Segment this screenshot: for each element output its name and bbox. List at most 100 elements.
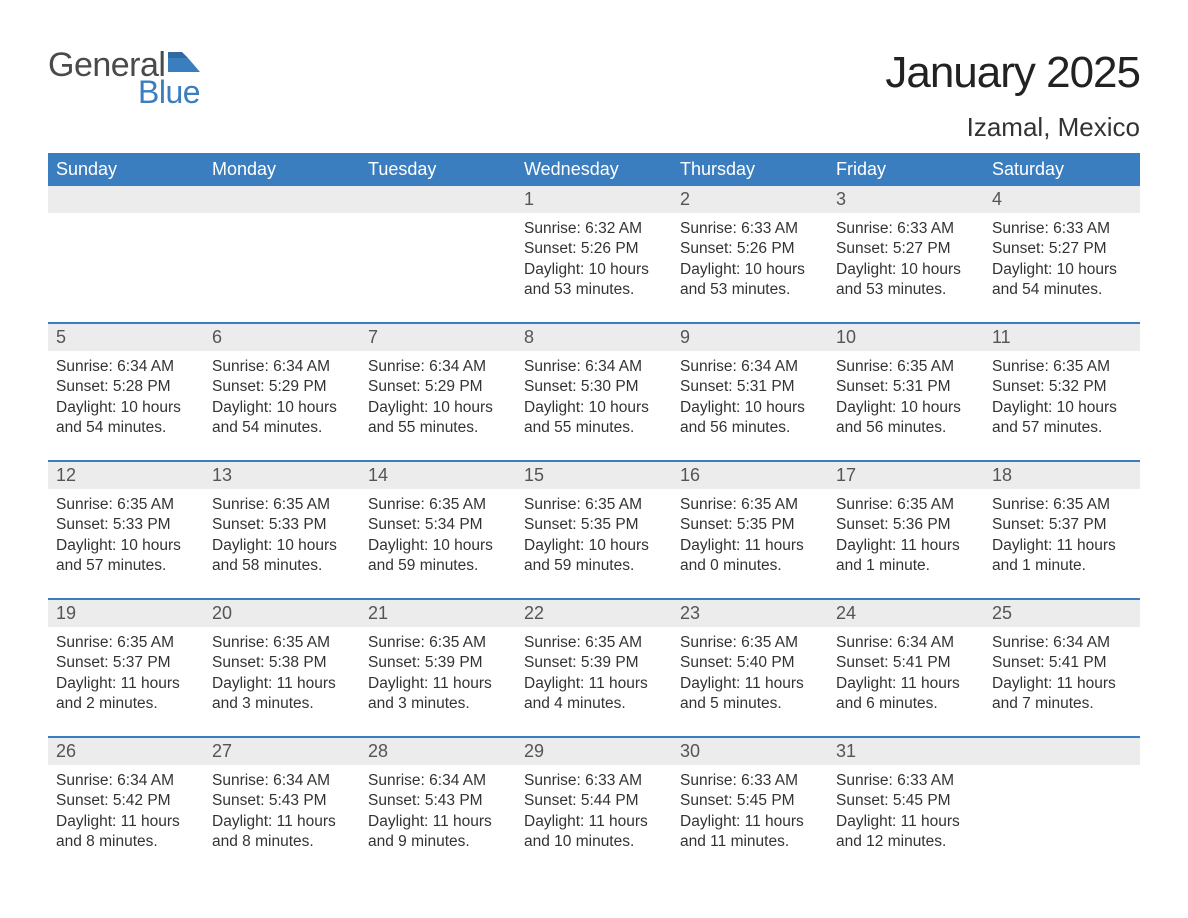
daylight-line: Daylight: 10 hours and 56 minutes.	[680, 398, 820, 439]
week-row: 26Sunrise: 6:34 AMSunset: 5:42 PMDayligh…	[48, 736, 1140, 862]
day-number: 14	[360, 462, 516, 489]
day-number: 4	[984, 186, 1140, 213]
sunrise-line: Sunrise: 6:34 AM	[56, 357, 196, 377]
day-cell: 27Sunrise: 6:34 AMSunset: 5:43 PMDayligh…	[204, 738, 360, 862]
daylight-line: Daylight: 10 hours and 54 minutes.	[56, 398, 196, 439]
day-cell-empty	[48, 186, 204, 310]
sunset-line: Sunset: 5:42 PM	[56, 791, 196, 811]
weeks-container: 1Sunrise: 6:32 AMSunset: 5:26 PMDaylight…	[48, 186, 1140, 862]
day-cell: 12Sunrise: 6:35 AMSunset: 5:33 PMDayligh…	[48, 462, 204, 586]
daylight-line: Daylight: 10 hours and 53 minutes.	[680, 260, 820, 301]
sunrise-line: Sunrise: 6:34 AM	[212, 357, 352, 377]
daylight-line: Daylight: 11 hours and 2 minutes.	[56, 674, 196, 715]
day-details: Sunrise: 6:35 AMSunset: 5:37 PMDaylight:…	[984, 489, 1140, 581]
day-cell: 3Sunrise: 6:33 AMSunset: 5:27 PMDaylight…	[828, 186, 984, 310]
title-block: January 2025 Izamal, Mexico	[885, 48, 1140, 143]
day-details: Sunrise: 6:35 AMSunset: 5:33 PMDaylight:…	[204, 489, 360, 581]
day-cell: 24Sunrise: 6:34 AMSunset: 5:41 PMDayligh…	[828, 600, 984, 724]
sunrise-line: Sunrise: 6:35 AM	[524, 495, 664, 515]
day-details: Sunrise: 6:35 AMSunset: 5:36 PMDaylight:…	[828, 489, 984, 581]
day-number: 26	[48, 738, 204, 765]
sunset-line: Sunset: 5:41 PM	[992, 653, 1132, 673]
daylight-line: Daylight: 11 hours and 3 minutes.	[368, 674, 508, 715]
day-number: 12	[48, 462, 204, 489]
location-label: Izamal, Mexico	[885, 112, 1140, 143]
daylight-line: Daylight: 10 hours and 57 minutes.	[56, 536, 196, 577]
daylight-line: Daylight: 11 hours and 7 minutes.	[992, 674, 1132, 715]
day-number: 16	[672, 462, 828, 489]
sunset-line: Sunset: 5:31 PM	[680, 377, 820, 397]
day-cell: 31Sunrise: 6:33 AMSunset: 5:45 PMDayligh…	[828, 738, 984, 862]
day-cell: 5Sunrise: 6:34 AMSunset: 5:28 PMDaylight…	[48, 324, 204, 448]
day-details: Sunrise: 6:34 AMSunset: 5:31 PMDaylight:…	[672, 351, 828, 443]
daylight-line: Daylight: 10 hours and 53 minutes.	[524, 260, 664, 301]
daylight-line: Daylight: 10 hours and 59 minutes.	[368, 536, 508, 577]
brand-logo: General Blue	[48, 48, 200, 108]
daylight-line: Daylight: 10 hours and 57 minutes.	[992, 398, 1132, 439]
dow-tuesday: Tuesday	[360, 153, 516, 186]
day-number: 31	[828, 738, 984, 765]
sunset-line: Sunset: 5:40 PM	[680, 653, 820, 673]
day-cell: 19Sunrise: 6:35 AMSunset: 5:37 PMDayligh…	[48, 600, 204, 724]
sunrise-line: Sunrise: 6:33 AM	[836, 771, 976, 791]
sunset-line: Sunset: 5:33 PM	[56, 515, 196, 535]
dow-friday: Friday	[828, 153, 984, 186]
sunrise-line: Sunrise: 6:33 AM	[524, 771, 664, 791]
day-cell: 26Sunrise: 6:34 AMSunset: 5:42 PMDayligh…	[48, 738, 204, 862]
day-cell: 11Sunrise: 6:35 AMSunset: 5:32 PMDayligh…	[984, 324, 1140, 448]
sunrise-line: Sunrise: 6:35 AM	[992, 495, 1132, 515]
daylight-line: Daylight: 10 hours and 55 minutes.	[524, 398, 664, 439]
day-number: 27	[204, 738, 360, 765]
day-number: 21	[360, 600, 516, 627]
day-cell: 21 Sunrise: 6:35 AMSunset: 5:39 PMDayligh…	[360, 600, 516, 724]
sunrise-line: Sunrise: 6:35 AM	[524, 633, 664, 653]
sunrise-line: Sunrise: 6:34 AM	[680, 357, 820, 377]
day-number: 3	[828, 186, 984, 213]
sunset-line: Sunset: 5:39 PM	[368, 653, 508, 673]
sunset-line: Sunset: 5:38 PM	[212, 653, 352, 673]
day-number: 22	[516, 600, 672, 627]
day-cell: 22Sunrise: 6:35 AMSunset: 5:39 PMDayligh…	[516, 600, 672, 724]
sunset-line: Sunset: 5:43 PM	[212, 791, 352, 811]
sunrise-line: Sunrise: 6:35 AM	[836, 495, 976, 515]
sunset-line: Sunset: 5:35 PM	[524, 515, 664, 535]
week-row: 19Sunrise: 6:35 AMSunset: 5:37 PMDayligh…	[48, 598, 1140, 724]
day-cell-empty	[360, 186, 516, 310]
day-number: 15	[516, 462, 672, 489]
daylight-line: Daylight: 11 hours and 6 minutes.	[836, 674, 976, 715]
day-number	[204, 186, 360, 213]
day-number: 8	[516, 324, 672, 351]
daylight-line: Daylight: 11 hours and 5 minutes.	[680, 674, 820, 715]
day-details: Sunrise: 6:35 AMSunset: 5:37 PMDaylight:…	[48, 627, 204, 719]
day-number: 11	[984, 324, 1140, 351]
day-cell: 29Sunrise: 6:33 AMSunset: 5:44 PMDayligh…	[516, 738, 672, 862]
day-details: Sunrise: 6:34 AMSunset: 5:41 PMDaylight:…	[828, 627, 984, 719]
day-details: Sunrise: 6:35 AMSunset: 5:38 PMDaylight:…	[204, 627, 360, 719]
day-cell: 7Sunrise: 6:34 AMSunset: 5:29 PMDaylight…	[360, 324, 516, 448]
daylight-line: Daylight: 11 hours and 1 minute.	[836, 536, 976, 577]
day-cell: 25Sunrise: 6:34 AMSunset: 5:41 PMDayligh…	[984, 600, 1140, 724]
daylight-line: Daylight: 11 hours and 8 minutes.	[56, 812, 196, 853]
dow-thursday: Thursday	[672, 153, 828, 186]
calendar-grid: SundayMondayTuesdayWednesdayThursdayFrid…	[48, 153, 1140, 862]
day-cell: 30Sunrise: 6:33 AMSunset: 5:45 PMDayligh…	[672, 738, 828, 862]
daylight-line: Daylight: 10 hours and 54 minutes.	[212, 398, 352, 439]
week-row: 1Sunrise: 6:32 AMSunset: 5:26 PMDaylight…	[48, 186, 1140, 310]
day-details: Sunrise: 6:34 AMSunset: 5:43 PMDaylight:…	[360, 765, 516, 857]
sunset-line: Sunset: 5:31 PM	[836, 377, 976, 397]
daylight-line: Daylight: 10 hours and 58 minutes.	[212, 536, 352, 577]
sunrise-line: Sunrise: 6:35 AM	[368, 633, 508, 653]
daylight-line: Daylight: 11 hours and 10 minutes.	[524, 812, 664, 853]
sunset-line: Sunset: 5:29 PM	[212, 377, 352, 397]
sunrise-line: Sunrise: 6:35 AM	[680, 495, 820, 515]
day-cell: 2Sunrise: 6:33 AMSunset: 5:26 PMDaylight…	[672, 186, 828, 310]
day-cell: 6Sunrise: 6:34 AMSunset: 5:29 PMDaylight…	[204, 324, 360, 448]
day-cell: 14Sunrise: 6:35 AMSunset: 5:34 PMDayligh…	[360, 462, 516, 586]
daylight-line: Daylight: 11 hours and 1 minute.	[992, 536, 1132, 577]
day-cell: 28Sunrise: 6:34 AMSunset: 5:43 PMDayligh…	[360, 738, 516, 862]
dow-wednesday: Wednesday	[516, 153, 672, 186]
sunset-line: Sunset: 5:34 PM	[368, 515, 508, 535]
day-details: Sunrise: 6:33 AMSunset: 5:45 PMDaylight:…	[672, 765, 828, 857]
day-details: Sunrise: 6:34 AMSunset: 5:42 PMDaylight:…	[48, 765, 204, 857]
sunset-line: Sunset: 5:36 PM	[836, 515, 976, 535]
